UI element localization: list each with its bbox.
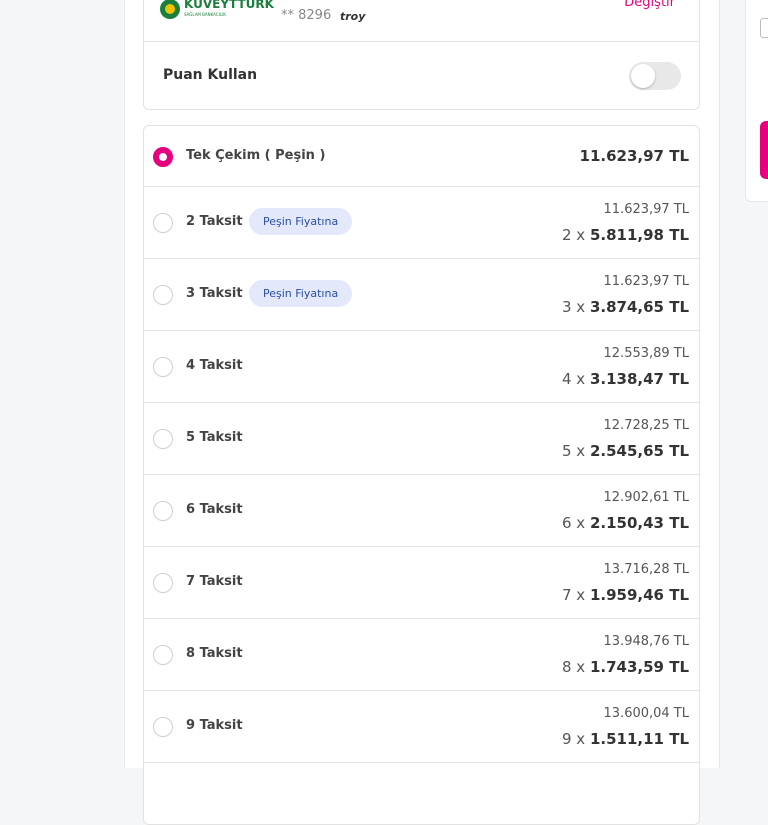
monthly-amount: 5.811,98 TL	[589, 226, 689, 244]
option-label: 9 Taksit	[186, 718, 243, 733]
installment-count: 8 x	[561, 658, 586, 676]
option-monthly: 4 x 3.138,47 TL	[562, 370, 689, 388]
option-monthly: 3 x 3.874,65 TL	[562, 298, 689, 316]
installment-count: 9 x	[561, 730, 586, 748]
monthly-amount: 2.545,65 TL	[589, 442, 689, 460]
installment-count: 3 x	[561, 298, 586, 316]
installment-option[interactable]: 4 Taksit 12.553,89 TL 4 x 3.138,47 TL	[144, 331, 699, 403]
option-monthly: 7 x 1.959,46 TL	[562, 586, 689, 604]
bank-logo-icon	[160, 0, 180, 19]
page: KUVEYTTÜRK SAĞLAM BANKACILIK ** 8296 tro…	[124, 0, 768, 825]
bank-name: KUVEYTTÜRK	[184, 0, 274, 11]
option-label: 7 Taksit	[186, 574, 243, 589]
monthly-amount: 1.959,46 TL	[589, 586, 689, 604]
installment-option[interactable]: Tek Çekim ( Peşin ) 11.623,97 TL	[144, 126, 699, 187]
option-total: 13.600,04 TL	[603, 706, 689, 721]
monthly-amount: 1.511,11 TL	[589, 730, 689, 748]
installment-list: Tek Çekim ( Peşin ) 11.623,97 TL 2 Taksit P…	[143, 125, 700, 825]
installment-count: 5 x	[561, 442, 586, 460]
monthly-amount: 1.743,59 TL	[589, 658, 689, 676]
option-monthly: 8 x 1.743,59 TL	[562, 658, 689, 676]
option-total: 11.623,97 TL	[603, 274, 689, 289]
installment-count: 6 x	[561, 514, 586, 532]
installment-option[interactable]: 2 Taksit Peşin Fiyatına 11.623,97 TL 2 x 5.…	[144, 187, 699, 259]
radio[interactable]	[153, 501, 173, 521]
bank-slogan: SAĞLAM BANKACILIK	[184, 12, 226, 17]
option-total: 12.902,61 TL	[603, 490, 689, 505]
option-label: Tek Çekim ( Peşin )	[186, 147, 326, 163]
option-total: 11.623,97 TL	[579, 146, 689, 165]
toggle-knob	[631, 64, 655, 88]
option-monthly: 9 x 1.511,11 TL	[562, 730, 689, 748]
option-monthly: 5 x 2.545,65 TL	[562, 442, 689, 460]
checkbox[interactable]	[760, 18, 768, 38]
monthly-amount: 2.150,43 TL	[589, 514, 689, 532]
change-card[interactable]: Değiştir	[624, 0, 675, 10]
option-label: 4 Taksit	[186, 358, 243, 373]
option-total: 13.948,76 TL	[603, 634, 689, 649]
radio[interactable]	[153, 357, 173, 377]
installment-option[interactable]: 5 Taksit 12.728,25 TL 5 x 2.545,65 TL	[144, 403, 699, 475]
installment-count: 7 x	[561, 586, 586, 604]
submit-button[interactable]	[760, 121, 768, 179]
installment-count: 4 x	[561, 370, 586, 388]
installment-option[interactable]: 7 Taksit 13.716,28 TL 7 x 1.959,46 TL	[144, 547, 699, 619]
option-label: 6 Taksit	[186, 502, 243, 517]
option-monthly: 6 x 2.150,43 TL	[562, 514, 689, 532]
radio[interactable]	[153, 146, 173, 167]
summary-panel	[745, 0, 768, 202]
option-total: 12.728,25 TL	[603, 418, 689, 433]
option-monthly: 2 x 5.811,98 TL	[562, 226, 689, 244]
option-label: 8 Taksit	[186, 646, 243, 661]
radio[interactable]	[153, 285, 173, 305]
radio[interactable]	[153, 429, 173, 449]
option-label: 2 Taksit	[186, 214, 243, 229]
installment-option[interactable]: 3 Taksit Peşin Fiyatına 11.623,97 TL 3 x 3.…	[144, 259, 699, 331]
installment-option[interactable]: 9 Taksit 13.600,04 TL 9 x 1.511,11 TL	[144, 691, 699, 763]
monthly-amount: 3.138,47 TL	[589, 370, 689, 388]
card-box: KUVEYTTÜRK SAĞLAM BANKACILIK ** 8296 tro…	[143, 0, 700, 42]
radio[interactable]	[153, 573, 173, 593]
option-badge: Peşin Fiyatına	[249, 280, 353, 307]
option-label: 5 Taksit	[186, 430, 243, 445]
option-badge: Peşin Fiyatına	[249, 208, 353, 235]
monthly-amount: 3.874,65 TL	[589, 298, 689, 316]
installment-count: 2 x	[561, 226, 586, 244]
radio[interactable]	[153, 717, 173, 737]
points-toggle[interactable]	[629, 62, 681, 90]
card-number: ** 8296	[281, 8, 332, 23]
option-total: 12.553,89 TL	[603, 346, 689, 361]
option-label: 3 Taksit	[186, 286, 243, 301]
radio[interactable]	[153, 213, 173, 233]
installment-option[interactable]: 6 Taksit 12.902,61 TL 6 x 2.150,43 TL	[144, 475, 699, 547]
radio[interactable]	[153, 645, 173, 665]
points-label: Puan Kullan	[163, 67, 258, 83]
points-box: Puan Kullan	[143, 42, 700, 110]
installment-option[interactable]: 8 Taksit 13.948,76 TL 8 x 1.743,59 TL	[144, 619, 699, 691]
option-total: 13.716,28 TL	[603, 562, 689, 577]
card-network: troy	[340, 10, 366, 23]
option-total: 11.623,97 TL	[603, 202, 689, 217]
